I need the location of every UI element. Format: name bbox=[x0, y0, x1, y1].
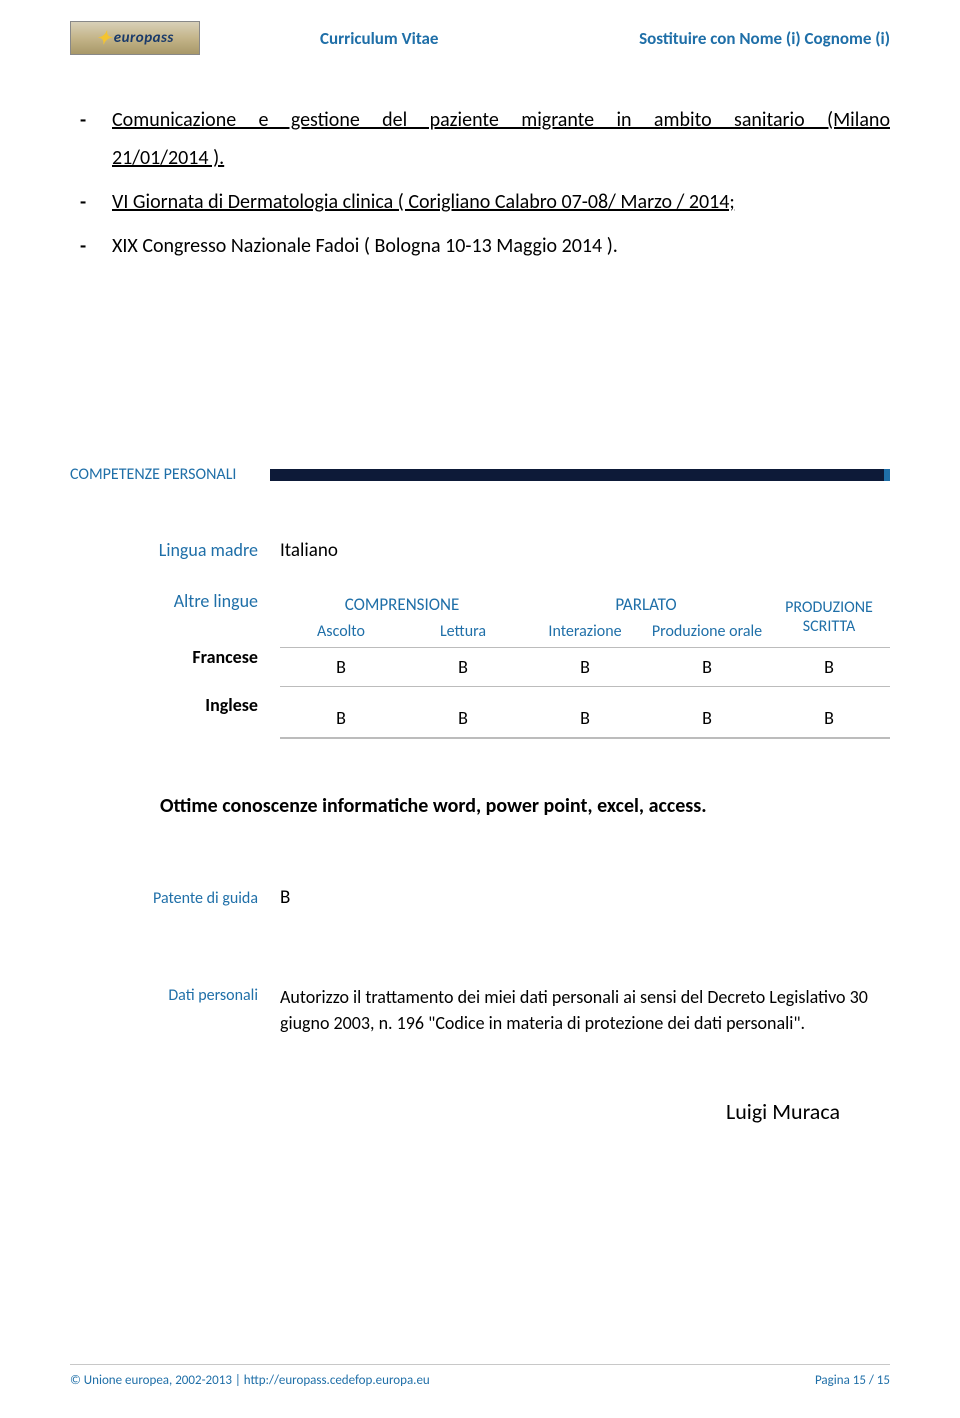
altre-left-labels: Altre lingue Francese Inglese bbox=[70, 590, 280, 739]
language-table: COMPRENSIONE PARLATO PRODUZIONE SCRITTA … bbox=[280, 590, 890, 739]
section-title: COMPETENZE PERSONALI bbox=[70, 465, 270, 484]
page-header: ✦ europass Curriculum Vitae Sostituire c… bbox=[70, 20, 890, 56]
cell: B bbox=[768, 699, 890, 738]
logo-text: europass bbox=[114, 29, 174, 47]
signature: Luigi Muraca bbox=[70, 1098, 890, 1125]
cell: B bbox=[280, 648, 402, 687]
th-interazione: Interazione bbox=[524, 619, 646, 648]
patente-row: Patente di guida B bbox=[70, 886, 890, 909]
dati-text: Autorizzo il trattamento dei miei dati p… bbox=[280, 984, 890, 1036]
cell: B bbox=[280, 699, 402, 738]
europass-logo: ✦ europass bbox=[70, 21, 200, 55]
course-list: - Comunicazione e gestione del paziente … bbox=[80, 101, 890, 265]
th-comprensione: COMPRENSIONE bbox=[280, 590, 524, 619]
list-item: - XIX Congresso Nazionale Fadoi ( Bologn… bbox=[80, 227, 890, 265]
list-text: Comunicazione e gestione del paziente mi… bbox=[112, 101, 890, 177]
cell: B bbox=[402, 699, 524, 738]
table-bottom-border bbox=[280, 738, 890, 739]
lingua-madre-row: Lingua madre Italiano bbox=[70, 539, 890, 562]
page: ✦ europass Curriculum Vitae Sostituire c… bbox=[0, 0, 960, 1418]
bullet-dash: - bbox=[80, 183, 112, 221]
th-lettura: Lettura bbox=[402, 619, 524, 648]
header-title: Curriculum Vitae bbox=[320, 28, 439, 49]
patente-label: Patente di guida bbox=[70, 889, 280, 908]
table-row: B B B B B bbox=[280, 648, 890, 687]
th-prodorale: Produzione orale bbox=[646, 619, 768, 648]
patente-value: B bbox=[280, 886, 290, 909]
table-gap-row bbox=[280, 687, 890, 700]
th-produzione: PRODUZIONE SCRITTA bbox=[768, 590, 890, 648]
cell: B bbox=[646, 648, 768, 687]
computer-skills-text: Ottime conoscenze informatiche word, pow… bbox=[160, 794, 890, 818]
footer-left: © Unione europea, 2002-2013 | http://eur… bbox=[70, 1373, 430, 1388]
page-footer: © Unione europea, 2002-2013 | http://eur… bbox=[70, 1364, 890, 1388]
lingua-label: Lingua madre bbox=[70, 539, 280, 561]
header-subtitle: Sostituire con Nome (i) Cognome (i) bbox=[639, 28, 890, 49]
list-item: - Comunicazione e gestione del paziente … bbox=[80, 101, 890, 177]
footer-right: Pagina 15 / 15 bbox=[815, 1373, 890, 1388]
cell: B bbox=[524, 699, 646, 738]
section-header: COMPETENZE PERSONALI bbox=[70, 465, 890, 484]
altre-label: Altre lingue bbox=[70, 590, 258, 612]
section-divider bbox=[270, 469, 890, 481]
bullet-dash: - bbox=[80, 227, 112, 265]
lingua-value: Italiano bbox=[280, 539, 338, 562]
list-text: VI Giornata di Dermatologia clinica ( Co… bbox=[112, 183, 890, 221]
altre-lingue-block: Altre lingue Francese Inglese COMPRENSIO… bbox=[70, 590, 890, 739]
star-icon: ✦ bbox=[96, 27, 112, 49]
table-row: B B B B B bbox=[280, 699, 890, 738]
list-item: - VI Giornata di Dermatologia clinica ( … bbox=[80, 183, 890, 221]
cell: B bbox=[646, 699, 768, 738]
dati-label: Dati personali bbox=[70, 984, 280, 1036]
table-header-row: COMPRENSIONE PARLATO PRODUZIONE SCRITTA bbox=[280, 590, 890, 619]
cell: B bbox=[768, 648, 890, 687]
th-parlato: PARLATO bbox=[524, 590, 768, 619]
row-label-inglese: Inglese bbox=[70, 694, 258, 716]
row-label-francese: Francese bbox=[70, 646, 258, 668]
cell: B bbox=[524, 648, 646, 687]
list-text: XIX Congresso Nazionale Fadoi ( Bologna … bbox=[112, 227, 890, 265]
cell: B bbox=[402, 648, 524, 687]
th-ascolto: Ascolto bbox=[280, 619, 402, 648]
dati-personali-row: Dati personali Autorizzo il trattamento … bbox=[70, 984, 890, 1036]
bullet-dash: - bbox=[80, 101, 112, 177]
